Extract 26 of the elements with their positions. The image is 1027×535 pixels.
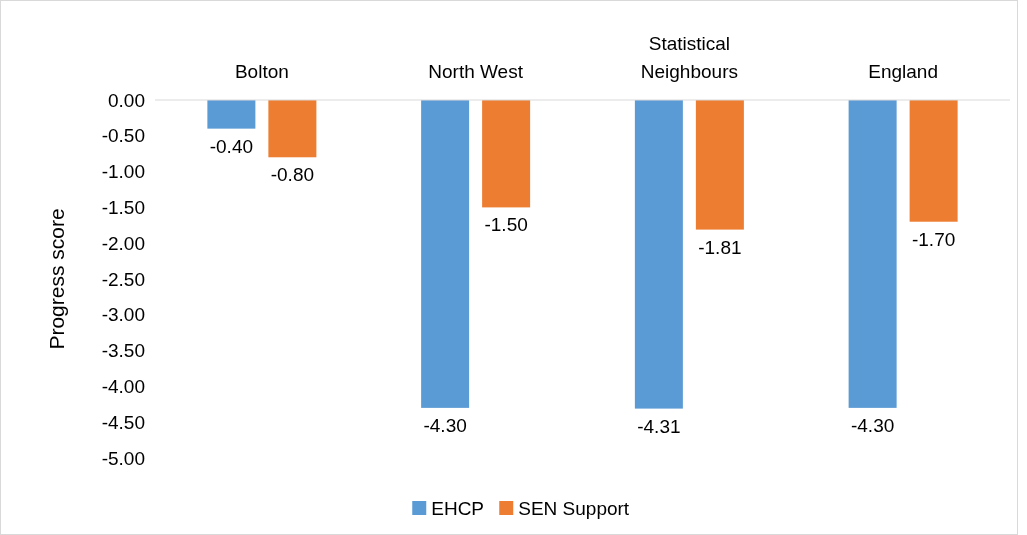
- legend-label: SEN Support: [518, 497, 630, 519]
- data-label: -1.81: [698, 236, 742, 258]
- data-label: -1.50: [484, 214, 528, 236]
- y-tick-label: -3.00: [101, 304, 145, 326]
- y-tick-label: -1.00: [101, 161, 145, 183]
- x-tick-label: North West: [428, 61, 524, 82]
- data-label: -4.30: [850, 414, 895, 436]
- y-tick-label: -4.00: [101, 376, 145, 398]
- y-tick-label: -0.50: [101, 125, 145, 147]
- y-tick-label: -2.50: [101, 268, 145, 290]
- legend-label: EHCP: [431, 497, 485, 519]
- data-label: -0.40: [209, 135, 254, 157]
- x-tick-label: Bolton: [234, 61, 289, 82]
- y-tick-label: -3.50: [101, 340, 145, 362]
- data-label: -4.31: [637, 415, 681, 437]
- y-tick-label: -2.00: [101, 232, 145, 254]
- y-tick-label: -1.50: [101, 197, 145, 219]
- y-tick-label: 0.00: [108, 89, 145, 111]
- data-label: -4.30: [423, 414, 467, 436]
- y-tick-label: -4.50: [101, 411, 145, 433]
- y-axis-title: Progress score: [45, 208, 68, 350]
- x-tick-label: Statistical Neighbours: [640, 33, 738, 82]
- y-tick-label: -5.00: [101, 447, 145, 469]
- x-tick-label: England: [868, 61, 938, 82]
- data-label: -0.80: [270, 164, 315, 186]
- data-label: -1.70: [911, 228, 956, 250]
